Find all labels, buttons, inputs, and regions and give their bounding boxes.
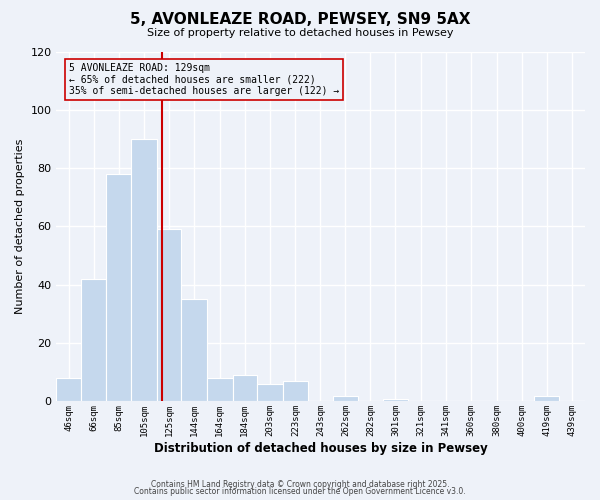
Bar (131, 139, 157, 402)
Text: Contains public sector information licensed under the Open Government Licence v3: Contains public sector information licen… (134, 488, 466, 496)
Y-axis label: Number of detached properties: Number of detached properties (15, 139, 25, 314)
Bar (157, 230, 181, 402)
Bar (383, 398, 408, 402)
Bar (233, 375, 257, 402)
Text: 5, AVONLEAZE ROAD, PEWSEY, SN9 5AX: 5, AVONLEAZE ROAD, PEWSEY, SN9 5AX (130, 12, 470, 28)
Bar (283, 381, 308, 402)
X-axis label: Distribution of detached houses by size in Pewsey: Distribution of detached houses by size … (154, 442, 487, 455)
Bar (106, 174, 131, 402)
Bar (332, 396, 358, 402)
Bar (56, 378, 82, 402)
Bar (534, 396, 559, 402)
Bar (181, 300, 207, 402)
Bar (257, 384, 283, 402)
Text: Contains HM Land Registry data © Crown copyright and database right 2025.: Contains HM Land Registry data © Crown c… (151, 480, 449, 489)
Bar (82, 279, 106, 402)
Bar (207, 378, 233, 402)
Text: Size of property relative to detached houses in Pewsey: Size of property relative to detached ho… (147, 28, 453, 38)
Text: 5 AVONLEAZE ROAD: 129sqm
← 65% of detached houses are smaller (222)
35% of semi-: 5 AVONLEAZE ROAD: 129sqm ← 65% of detach… (68, 63, 339, 96)
